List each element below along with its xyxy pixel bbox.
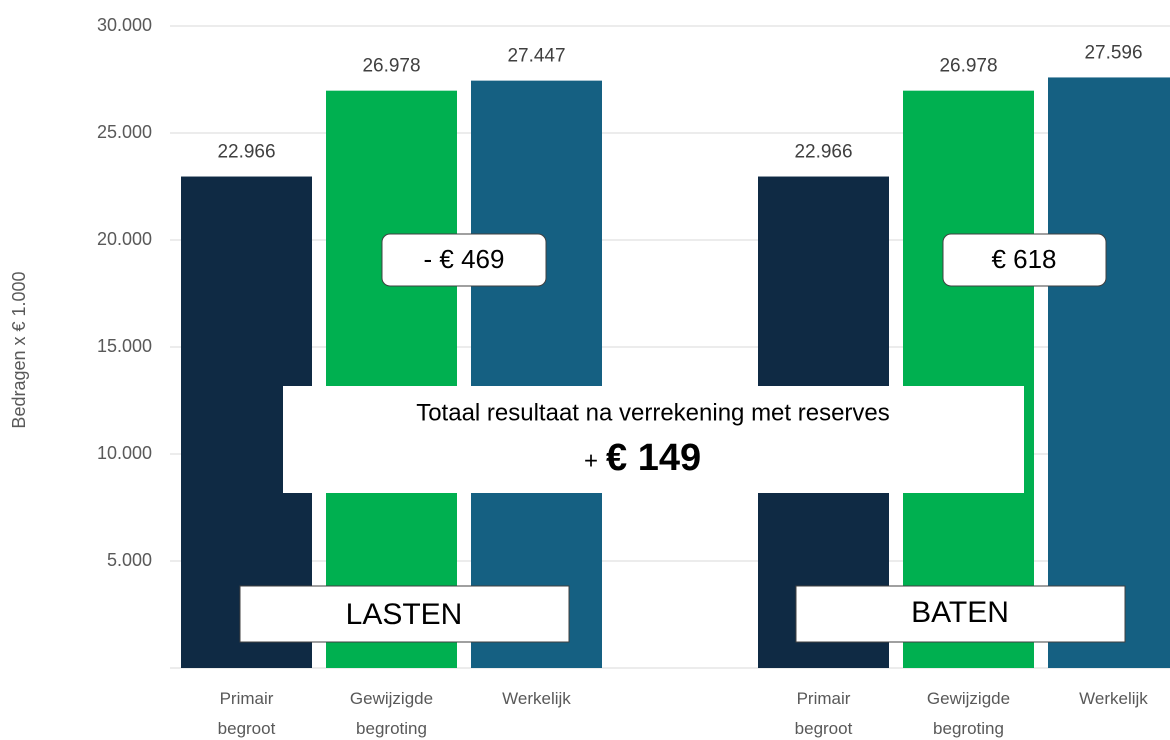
- value-label: 26.978: [362, 56, 420, 77]
- difference-label: - € 469: [424, 244, 505, 274]
- difference-label: € 618: [991, 244, 1056, 274]
- result-value: € 149: [606, 437, 701, 479]
- bar: [471, 80, 602, 668]
- x-tick-label: Werkelijk: [1079, 689, 1148, 708]
- bar: [1048, 77, 1170, 668]
- value-label: 27.447: [507, 46, 565, 67]
- y-tick-label: 30.000: [97, 15, 152, 35]
- difference-box: [381, 233, 547, 287]
- group-box: [239, 585, 570, 643]
- result-sign: +: [584, 447, 598, 474]
- annotations: - € 469 € 618 Totaal resultaat na verrek…: [239, 233, 1126, 643]
- group-box: [795, 585, 1126, 643]
- group-label: LASTEN: [346, 598, 463, 631]
- y-tick-label: 5.000: [107, 550, 152, 570]
- result-title: Totaal resultaat na verrekening met rese…: [416, 399, 890, 426]
- x-tick-label: Werkelijk: [502, 689, 571, 708]
- bar: [326, 90, 457, 669]
- y-tick-label: 20.000: [97, 229, 152, 249]
- value-label: 22.966: [217, 142, 275, 163]
- group-label: BATEN: [911, 596, 1009, 629]
- difference-box: [942, 233, 1107, 287]
- x-tick-label: Gewijzigde begroting: [927, 689, 1010, 738]
- y-axis-label: Bedragen x € 1.000: [9, 271, 29, 428]
- y-tick-label: 25.000: [97, 122, 152, 142]
- value-label: 22.966: [794, 142, 852, 163]
- x-tick-label: Primair begroot: [795, 689, 853, 738]
- bar: [903, 90, 1034, 669]
- y-tick-label: 15.000: [97, 336, 152, 356]
- y-tick-label: 10.000: [97, 443, 152, 463]
- x-tick-label: Primair begroot: [218, 689, 276, 738]
- value-label: 26.978: [939, 56, 997, 77]
- result-box: [283, 386, 1024, 493]
- x-tick-label: Gewijzigde begroting: [350, 689, 433, 738]
- value-label: 27.596: [1084, 42, 1142, 63]
